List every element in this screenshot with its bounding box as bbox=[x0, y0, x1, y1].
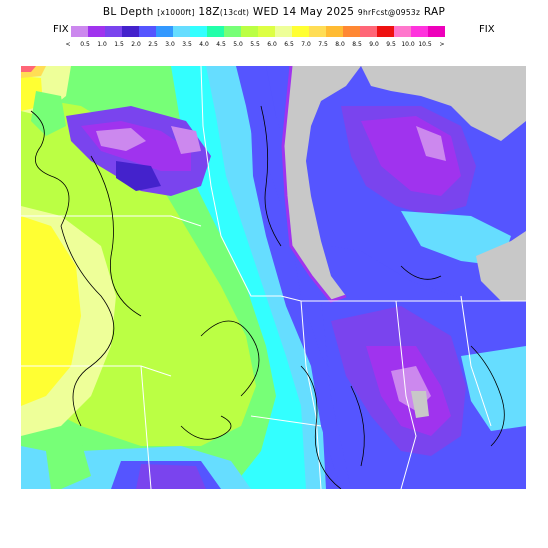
color-swatch bbox=[309, 26, 326, 37]
color-scale-ticks: <0.5 1.0 1.5 2.0 2.5 3.0 3.5 4.0 4.5 5.0 5.5 6.0 6.5… bbox=[62, 41, 492, 51]
color-tick-label: 3.5 bbox=[182, 41, 192, 48]
color-swatch bbox=[122, 26, 139, 37]
color-swatch bbox=[190, 26, 207, 37]
field-lake-erie bbox=[476, 231, 526, 301]
fix-label-left: FIX bbox=[53, 24, 69, 35]
field-purple-south bbox=[136, 464, 206, 489]
fix-label-right: FIX bbox=[479, 24, 495, 35]
field-green-nw bbox=[31, 91, 66, 136]
map-title: BL Depth [x1000ft] 18Z(13cdt) WED 14 May… bbox=[0, 6, 548, 18]
color-tick-label: 5.0 bbox=[233, 41, 243, 48]
color-tick-label: 0.5 bbox=[80, 41, 90, 48]
title-units: [x1000ft] bbox=[157, 8, 195, 17]
color-tick-label: 7.0 bbox=[301, 41, 311, 48]
color-swatch bbox=[411, 26, 428, 37]
title-model: RAP bbox=[423, 6, 446, 18]
color-swatch bbox=[275, 26, 292, 37]
color-tick-label: 3.0 bbox=[165, 41, 175, 48]
map-canvas bbox=[21, 66, 526, 489]
color-swatch bbox=[71, 26, 88, 37]
color-tick-label: 2.5 bbox=[148, 41, 158, 48]
color-swatch bbox=[377, 26, 394, 37]
color-tick-label: 1.5 bbox=[114, 41, 124, 48]
color-tick-label: 4.5 bbox=[216, 41, 226, 48]
color-tick-label: < bbox=[65, 41, 71, 48]
color-swatch bbox=[105, 26, 122, 37]
color-swatch bbox=[394, 26, 411, 37]
field-lilac-ne bbox=[416, 126, 446, 161]
color-tick-label: 8.0 bbox=[335, 41, 345, 48]
field-lake-huron bbox=[361, 66, 526, 141]
color-swatch bbox=[139, 26, 156, 37]
color-scale-bar bbox=[71, 26, 445, 37]
color-swatch bbox=[173, 26, 190, 37]
title-main: BL Depth bbox=[102, 6, 154, 18]
color-swatch bbox=[258, 26, 275, 37]
color-swatch bbox=[207, 26, 224, 37]
field-darkblue-nw bbox=[116, 161, 161, 191]
title-forecast: 9hrFcst@0953z bbox=[357, 8, 421, 17]
field-cyan-ne bbox=[401, 211, 511, 266]
field-yellow-west bbox=[21, 216, 81, 406]
color-swatch bbox=[343, 26, 360, 37]
color-swatch bbox=[224, 26, 241, 37]
color-tick-label: 8.5 bbox=[352, 41, 362, 48]
color-tick-label: 7.5 bbox=[318, 41, 328, 48]
color-tick-label: 6.5 bbox=[284, 41, 294, 48]
color-tick-label: 2.0 bbox=[131, 41, 141, 48]
field-red-nw bbox=[21, 66, 36, 72]
color-tick-label: 5.5 bbox=[250, 41, 260, 48]
color-tick-label: 9.0 bbox=[369, 41, 379, 48]
contour-lines bbox=[30, 105, 505, 489]
color-swatch bbox=[156, 26, 173, 37]
field-lake-michigan bbox=[283, 66, 361, 301]
color-tick-label: 10.0 bbox=[401, 41, 415, 48]
title-date: WED 14 May 2025 bbox=[252, 6, 355, 18]
color-tick-label: 10.5 bbox=[418, 41, 432, 48]
map-panel bbox=[21, 66, 526, 489]
color-tick-label: 4.0 bbox=[199, 41, 209, 48]
title-time: 18Z bbox=[198, 6, 220, 18]
state-borders bbox=[21, 66, 526, 489]
title-run-note: (13cdt) bbox=[219, 8, 250, 17]
color-swatch bbox=[292, 26, 309, 37]
color-tick-label: > bbox=[439, 41, 445, 48]
field-teal-east bbox=[461, 346, 526, 431]
color-swatch bbox=[326, 26, 343, 37]
color-swatch bbox=[241, 26, 258, 37]
field-lilac-nw2 bbox=[171, 126, 201, 154]
field-cyan-sw bbox=[21, 446, 51, 489]
color-tick-label: 9.5 bbox=[386, 41, 396, 48]
color-tick-label: 6.0 bbox=[267, 41, 277, 48]
field-gray-east bbox=[411, 391, 429, 418]
color-swatch bbox=[360, 26, 377, 37]
color-tick-label: 1.0 bbox=[97, 41, 107, 48]
color-swatch bbox=[428, 26, 445, 37]
color-swatch bbox=[88, 26, 105, 37]
field-lilac-nw bbox=[96, 128, 146, 151]
